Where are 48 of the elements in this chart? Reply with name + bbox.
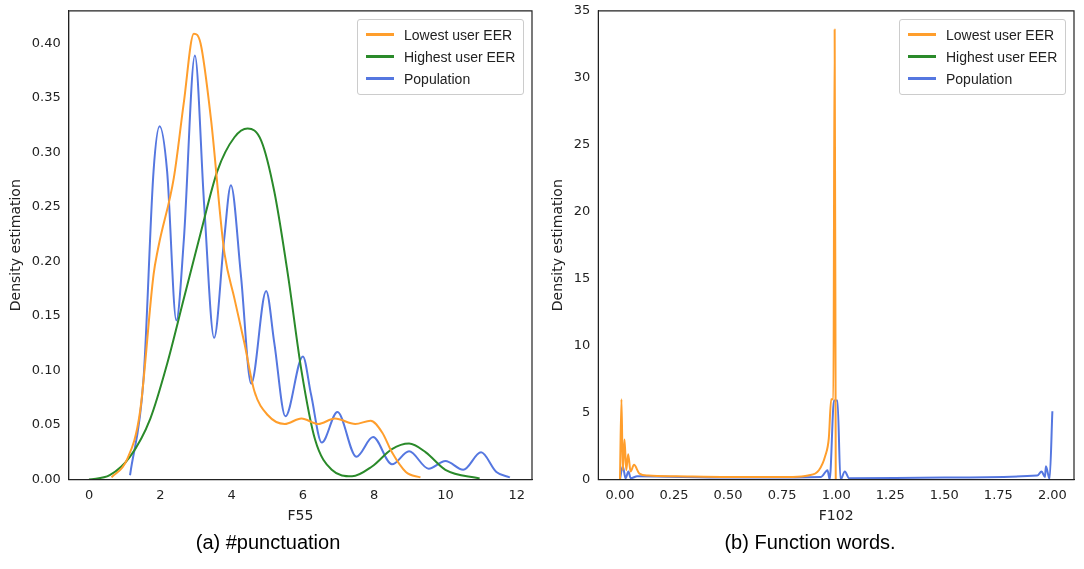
- y-tick-label: 0.05: [31, 416, 61, 432]
- y-tick-label: 0.35: [31, 89, 61, 105]
- x-tick-label: 0.75: [767, 486, 797, 502]
- legend-label: Population: [404, 70, 471, 87]
- x-tick-label: 1.75: [983, 486, 1013, 502]
- y-tick-label: 25: [573, 136, 591, 152]
- y-tick-label: 0.20: [31, 252, 61, 268]
- y-tick-label: 30: [573, 69, 591, 85]
- x-tick-label: 1.25: [875, 486, 905, 502]
- y-tick-label: 0.00: [31, 470, 61, 486]
- legend-label: Lowest user EER: [404, 26, 513, 43]
- text: (b) Function words.: [724, 530, 896, 553]
- y-tick-label: 0.30: [31, 143, 61, 159]
- x-tick-label: 0.25: [659, 486, 689, 502]
- x-tick-label: 0.50: [713, 486, 743, 502]
- x-tick-label: 8: [370, 486, 379, 502]
- y-axis-title: Density estimation: [549, 179, 566, 312]
- line-series: [88, 127, 481, 480]
- y-tick-label: 0.40: [31, 34, 61, 50]
- x-tick-label: 1.50: [929, 486, 959, 502]
- x-tick-label: 0.00: [605, 486, 635, 502]
- y-tick-label: 0: [582, 470, 591, 486]
- y-tick-label: 15: [573, 270, 591, 286]
- y-tick-label: 35: [573, 2, 591, 18]
- x-tick-label: 0: [84, 486, 94, 502]
- x-tick-label: 4: [227, 486, 236, 502]
- x-axis-title: F55: [287, 507, 314, 524]
- y-tick-label: 20: [573, 203, 591, 219]
- y-tick-label: 10: [573, 337, 591, 353]
- y-axis-title: Density estimation: [7, 179, 24, 312]
- y-tick-label: 5: [582, 404, 591, 419]
- y-tick-label: 0.10: [31, 361, 61, 377]
- text: (a) #punctuation: [195, 530, 341, 553]
- line-series: [618, 28, 837, 480]
- line-series: [618, 399, 1054, 480]
- x-tick-label: 12: [508, 486, 525, 502]
- y-tick-label: 0.25: [31, 198, 61, 214]
- legend-label: Lowest user EER: [946, 26, 1055, 43]
- legend-label: Highest user EER: [946, 48, 1058, 65]
- y-tick-label: 0.15: [31, 307, 61, 323]
- x-tick-label: 1.00: [821, 486, 851, 502]
- legend-label: Population: [946, 70, 1013, 87]
- x-tick-label: 2: [156, 486, 165, 502]
- x-tick-label: 2.00: [1037, 486, 1067, 502]
- x-axis-title: F102: [818, 507, 854, 524]
- x-tick-label: 10: [437, 486, 454, 502]
- legend-label: Highest user EER: [404, 48, 516, 65]
- x-tick-label: 6: [298, 486, 308, 502]
